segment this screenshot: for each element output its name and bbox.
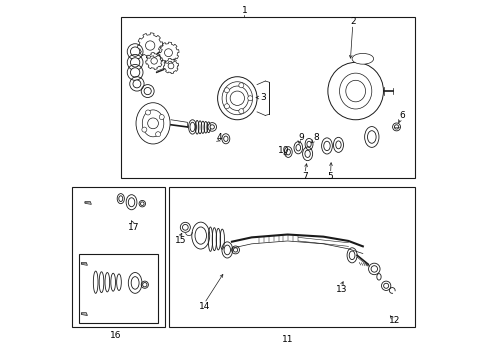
Ellipse shape bbox=[345, 80, 365, 102]
Text: 11: 11 bbox=[281, 335, 293, 344]
Circle shape bbox=[224, 88, 229, 93]
Polygon shape bbox=[81, 313, 87, 316]
Text: 17: 17 bbox=[127, 223, 139, 232]
Circle shape bbox=[142, 283, 147, 287]
Circle shape bbox=[151, 58, 157, 64]
Circle shape bbox=[164, 49, 172, 57]
Circle shape bbox=[130, 47, 140, 56]
Circle shape bbox=[238, 83, 244, 88]
Ellipse shape bbox=[306, 141, 310, 147]
Ellipse shape bbox=[327, 62, 383, 120]
Circle shape bbox=[133, 80, 141, 88]
Circle shape bbox=[155, 132, 160, 137]
Circle shape bbox=[370, 266, 377, 272]
Ellipse shape bbox=[217, 77, 257, 120]
Text: 15: 15 bbox=[175, 237, 186, 246]
Ellipse shape bbox=[285, 149, 290, 155]
Circle shape bbox=[130, 68, 140, 77]
Text: 8: 8 bbox=[313, 133, 319, 142]
Circle shape bbox=[383, 283, 388, 288]
Polygon shape bbox=[81, 262, 87, 265]
Polygon shape bbox=[85, 202, 91, 204]
Ellipse shape bbox=[142, 110, 163, 137]
Ellipse shape bbox=[190, 122, 195, 132]
Text: 14: 14 bbox=[199, 302, 210, 311]
Ellipse shape bbox=[222, 82, 252, 115]
Circle shape bbox=[168, 63, 174, 69]
Text: 10: 10 bbox=[278, 146, 289, 155]
Ellipse shape bbox=[136, 103, 170, 144]
Text: 13: 13 bbox=[335, 285, 346, 294]
Ellipse shape bbox=[224, 245, 230, 255]
Ellipse shape bbox=[305, 150, 310, 157]
Bar bbox=[79, 253, 158, 323]
Bar bbox=[169, 187, 414, 327]
Text: 4: 4 bbox=[216, 133, 222, 142]
Text: 1: 1 bbox=[241, 6, 247, 15]
Circle shape bbox=[224, 104, 229, 109]
Bar bbox=[72, 187, 164, 327]
Text: 2: 2 bbox=[349, 17, 355, 26]
Ellipse shape bbox=[223, 136, 227, 141]
Ellipse shape bbox=[367, 131, 375, 143]
Circle shape bbox=[144, 87, 151, 95]
Text: 5: 5 bbox=[327, 172, 333, 181]
Ellipse shape bbox=[119, 196, 122, 202]
Ellipse shape bbox=[195, 227, 206, 244]
Ellipse shape bbox=[323, 141, 329, 150]
Ellipse shape bbox=[351, 53, 373, 64]
Text: 3: 3 bbox=[260, 93, 265, 102]
Bar bbox=[121, 17, 414, 178]
Circle shape bbox=[238, 109, 244, 114]
Ellipse shape bbox=[131, 276, 139, 289]
Circle shape bbox=[182, 225, 188, 230]
Ellipse shape bbox=[295, 144, 300, 151]
Circle shape bbox=[210, 125, 214, 129]
Circle shape bbox=[145, 110, 150, 115]
Ellipse shape bbox=[226, 86, 248, 111]
Circle shape bbox=[159, 114, 164, 120]
Text: 16: 16 bbox=[110, 332, 122, 341]
Ellipse shape bbox=[335, 141, 341, 149]
Text: 7: 7 bbox=[301, 172, 307, 181]
Ellipse shape bbox=[348, 251, 354, 260]
Text: 12: 12 bbox=[388, 316, 400, 325]
Circle shape bbox=[130, 58, 140, 67]
Circle shape bbox=[247, 96, 252, 101]
Circle shape bbox=[142, 127, 146, 132]
Circle shape bbox=[233, 248, 237, 252]
Ellipse shape bbox=[339, 73, 371, 109]
Ellipse shape bbox=[128, 198, 135, 207]
Circle shape bbox=[147, 118, 158, 129]
Circle shape bbox=[145, 41, 155, 50]
Circle shape bbox=[230, 91, 244, 105]
Text: 9: 9 bbox=[298, 133, 304, 142]
Circle shape bbox=[394, 125, 398, 129]
Circle shape bbox=[140, 202, 144, 206]
Text: 6: 6 bbox=[399, 111, 405, 120]
